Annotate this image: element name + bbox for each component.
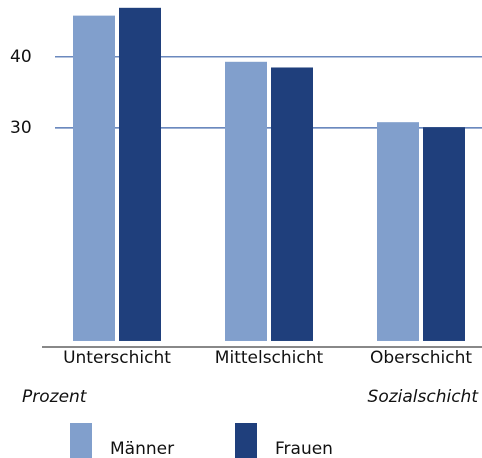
x-tick-label: Mittelschicht bbox=[215, 348, 324, 368]
x-tick-label: Unterschicht bbox=[63, 348, 171, 368]
y-axis-label: Prozent bbox=[22, 387, 88, 407]
bar bbox=[225, 61, 267, 341]
legend-label: Männer bbox=[110, 439, 174, 458]
bar bbox=[271, 67, 313, 341]
x-axis-label: Sozialschicht bbox=[368, 387, 480, 407]
legend-swatch bbox=[70, 423, 92, 458]
bar bbox=[423, 127, 465, 341]
bar bbox=[73, 15, 115, 341]
bar bbox=[119, 7, 161, 341]
legend-label: Frauen bbox=[275, 439, 333, 458]
y-tick-label: 30 bbox=[10, 118, 32, 138]
bar bbox=[377, 122, 419, 341]
legend-swatch bbox=[235, 423, 257, 458]
x-tick-label: Oberschicht bbox=[370, 348, 472, 368]
y-tick-label: 40 bbox=[10, 47, 32, 67]
